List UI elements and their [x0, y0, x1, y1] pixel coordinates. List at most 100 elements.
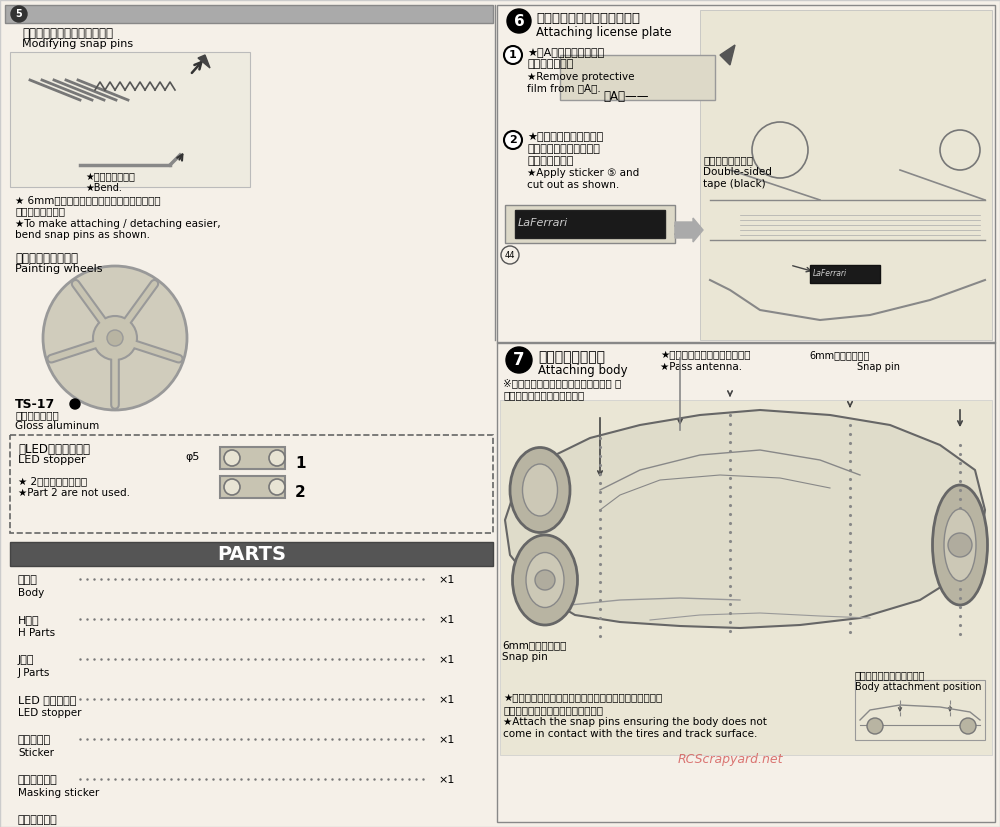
Text: ナンバープレートの取り付け: ナンバープレートの取り付け — [536, 12, 640, 25]
Text: come in contact with the tires and track surface.: come in contact with the tires and track… — [503, 729, 757, 739]
Text: ★スナップビンの位置は、ボディがタイヤや路面に接触: ★スナップビンの位置は、ボディがタイヤや路面に接触 — [503, 693, 662, 703]
Text: 《LEDストッパー》: 《LEDストッパー》 — [18, 443, 90, 456]
Text: tape (black): tape (black) — [703, 179, 766, 189]
Text: 《金具袋詰》: 《金具袋詰》 — [18, 815, 58, 825]
Text: ★指示のマークをはり、: ★指示のマークをはり、 — [527, 132, 603, 142]
Text: J部品: J部品 — [18, 655, 34, 665]
Ellipse shape — [512, 535, 578, 625]
Text: 44: 44 — [505, 251, 515, 260]
Text: film from 《A》.: film from 《A》. — [527, 83, 601, 93]
Bar — [515, 210, 665, 238]
Circle shape — [960, 718, 976, 734]
Text: 好みに応じて切り取ります。: 好みに応じて切り取ります。 — [503, 390, 584, 400]
Bar — [500, 400, 992, 755]
Text: マスクシール: マスクシール — [18, 775, 58, 785]
Bar — [497, 342, 995, 822]
Text: LED stopper: LED stopper — [18, 708, 82, 718]
Text: 扱いに便利です。: 扱いに便利です。 — [15, 206, 65, 216]
Text: J Parts: J Parts — [18, 668, 50, 678]
Circle shape — [867, 718, 883, 734]
Bar — [855, 680, 985, 740]
Text: 《ホイールの塃装》: 《ホイールの塃装》 — [15, 252, 78, 265]
Text: ボディの取り付け: ボディの取り付け — [538, 350, 605, 364]
Text: ×1: ×1 — [438, 655, 454, 665]
Circle shape — [107, 330, 123, 346]
Text: cut out as shown.: cut out as shown. — [527, 180, 619, 190]
Text: ★Attach the snap pins ensuring the body does not: ★Attach the snap pins ensuring the body … — [503, 717, 767, 727]
Circle shape — [504, 131, 522, 149]
Text: ★アンテナパイプを通します。: ★アンテナパイプを通します。 — [660, 350, 750, 360]
Text: 6mmスナップビン: 6mmスナップビン — [810, 350, 870, 360]
Text: 両面テープ（黒）: 両面テープ（黒） — [703, 155, 753, 165]
Text: Painting wheels: Painting wheels — [15, 264, 103, 274]
Text: ★Bend.: ★Bend. — [85, 183, 122, 193]
Text: Body attachment position: Body attachment position — [855, 682, 982, 692]
Circle shape — [224, 479, 240, 495]
Circle shape — [506, 347, 532, 373]
Ellipse shape — [944, 509, 976, 581]
Circle shape — [11, 6, 27, 22]
Circle shape — [504, 46, 522, 64]
Text: H部品: H部品 — [18, 615, 40, 625]
Bar — [220, 447, 285, 469]
Bar — [505, 205, 675, 243]
Text: 《スナップビンの折り曲げ》: 《スナップビンの折り曲げ》 — [22, 27, 113, 40]
Text: φ5: φ5 — [185, 452, 199, 462]
Circle shape — [93, 316, 137, 360]
Text: Snap pin: Snap pin — [857, 362, 900, 372]
Text: をはがします。: をはがします。 — [527, 59, 573, 69]
Circle shape — [269, 450, 285, 466]
Circle shape — [269, 479, 285, 495]
Ellipse shape — [526, 552, 564, 608]
Circle shape — [535, 570, 555, 590]
Text: TS-17: TS-17 — [15, 398, 55, 411]
Polygon shape — [675, 218, 703, 242]
Text: 切り取ります。: 切り取ります。 — [527, 156, 573, 166]
Bar — [810, 265, 880, 283]
Bar — [10, 52, 250, 187]
Ellipse shape — [932, 485, 988, 605]
Text: 6mmスナップビン: 6mmスナップビン — [502, 640, 566, 650]
Text: その後マークにあわせて: その後マークにあわせて — [527, 144, 600, 154]
Bar — [497, 5, 995, 343]
Text: ※ボディからとび出たボディマウント は: ※ボディからとび出たボディマウント は — [503, 378, 621, 388]
Text: Modifying snap pins: Modifying snap pins — [22, 39, 133, 49]
Polygon shape — [720, 45, 735, 65]
Text: 6: 6 — [514, 13, 524, 28]
Text: ★Remove protective: ★Remove protective — [527, 72, 635, 82]
Text: ★折り曲げます。: ★折り曲げます。 — [85, 172, 135, 182]
Text: Body: Body — [18, 588, 44, 598]
Text: ★To make attaching / detaching easier,: ★To make attaching / detaching easier, — [15, 219, 221, 229]
Text: ★Part 2 are not used.: ★Part 2 are not used. — [18, 488, 130, 498]
Text: ×1: ×1 — [438, 775, 454, 785]
Text: Gloss aluminum: Gloss aluminum — [15, 421, 99, 431]
Bar — [10, 435, 493, 533]
Text: ×1: ×1 — [438, 615, 454, 625]
Text: Double-sided: Double-sided — [703, 167, 772, 177]
Circle shape — [224, 450, 240, 466]
Text: Snap pin: Snap pin — [502, 652, 548, 662]
Text: アルミシルバー: アルミシルバー — [15, 410, 59, 420]
Ellipse shape — [522, 464, 558, 516]
Polygon shape — [198, 55, 210, 68]
Text: Masking sticker: Masking sticker — [18, 788, 99, 798]
Text: 《ボディの取り付け位置》: 《ボディの取り付け位置》 — [855, 670, 926, 680]
Text: ★《A》の保護フィルム: ★《A》の保護フィルム — [527, 47, 604, 57]
Text: Sticker: Sticker — [18, 748, 54, 758]
Text: LaFerrari: LaFerrari — [518, 218, 568, 228]
Circle shape — [507, 9, 531, 33]
Text: 2: 2 — [509, 135, 517, 145]
Text: 7: 7 — [513, 351, 525, 369]
Text: ステッカー: ステッカー — [18, 735, 51, 745]
Circle shape — [948, 533, 972, 557]
Polygon shape — [505, 410, 985, 628]
Text: Attaching license plate: Attaching license plate — [536, 26, 672, 39]
Text: LED stopper: LED stopper — [18, 455, 86, 465]
Text: ★ 2は使用しません。: ★ 2は使用しません。 — [18, 476, 87, 486]
Circle shape — [43, 266, 187, 410]
Text: LaFerrari: LaFerrari — [813, 269, 847, 278]
Text: ×1: ×1 — [438, 695, 454, 705]
Text: しない高さに取り付けてください。: しない高さに取り付けてください。 — [503, 705, 603, 715]
Text: ★Pass antenna.: ★Pass antenna. — [660, 362, 742, 372]
Bar — [560, 55, 715, 100]
